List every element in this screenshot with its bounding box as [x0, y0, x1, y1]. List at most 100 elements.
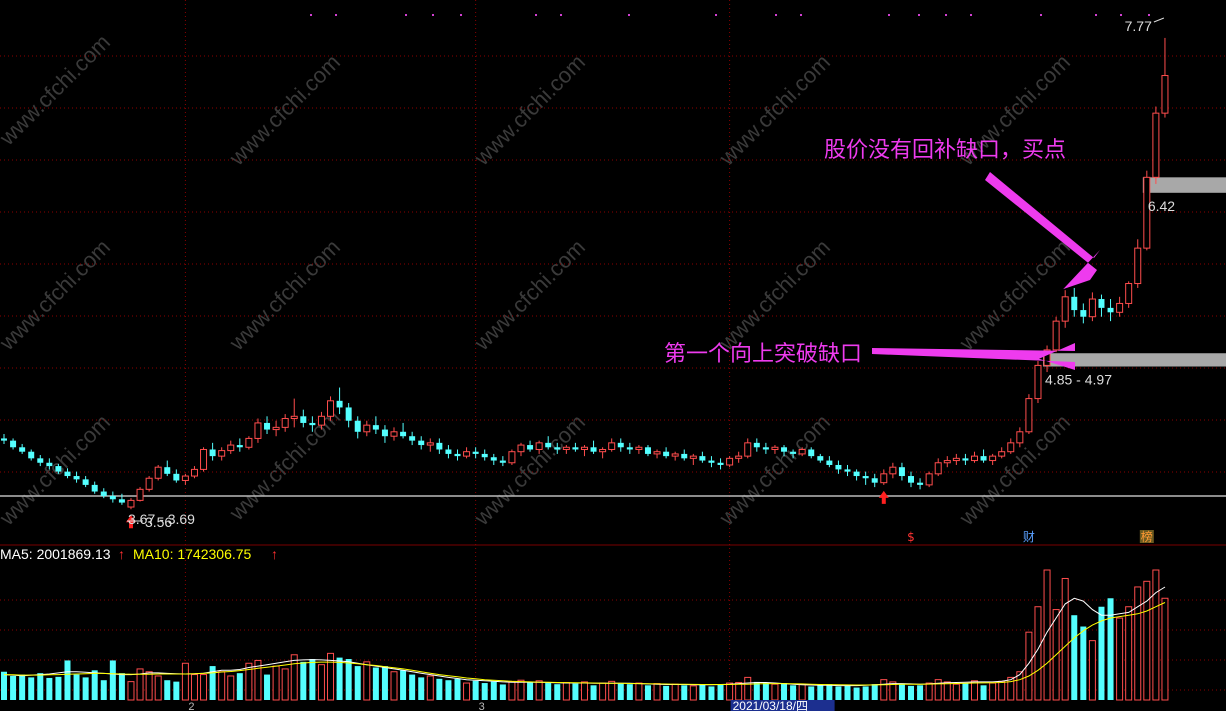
volume-bar: [908, 685, 914, 700]
volume-bar: [925, 682, 933, 701]
top-dot: [1120, 14, 1122, 16]
top-dot: [535, 14, 537, 16]
candle-body: [1043, 349, 1051, 366]
volume-bar: [889, 681, 897, 701]
candle-body: [917, 482, 924, 485]
volume-bar: [826, 684, 833, 700]
candle-body: [227, 444, 235, 452]
candle-body: [1071, 296, 1078, 311]
volume-bar: [934, 679, 942, 701]
top-dot: [1040, 14, 1042, 16]
candle-body: [481, 453, 488, 458]
annotation-buy-point: 股价没有回补缺口，买点: [824, 138, 1066, 163]
volume-bar: [154, 675, 162, 701]
volume-bar: [608, 680, 616, 701]
volume-bar: [1143, 580, 1151, 701]
volume-bar: [835, 686, 842, 700]
volume-bar: [418, 677, 425, 700]
candle-body: [309, 422, 316, 426]
volume-bar: [517, 679, 525, 701]
volume-bar: [145, 671, 153, 701]
candle-body: [608, 442, 616, 450]
volume-bar: [535, 680, 543, 701]
volume-bar: [481, 683, 488, 700]
volume-bar: [173, 681, 180, 700]
ma5-up-icon: ↑: [118, 546, 125, 562]
volume-bar: [454, 678, 461, 700]
date-highlight-box: [730, 700, 835, 711]
volume-bar: [508, 681, 516, 701]
candle-body: [1116, 302, 1124, 313]
candle-body: [118, 499, 125, 503]
top-dot: [335, 14, 337, 16]
candle-body: [400, 431, 407, 437]
volume-bar: [943, 681, 951, 701]
candle-body: [554, 447, 561, 450]
volume-bar: [73, 674, 80, 700]
event-marker-label: 财: [1023, 530, 1035, 544]
candle-body: [626, 447, 633, 450]
candle-body: [327, 400, 335, 417]
candle-body: [572, 447, 579, 450]
candle-body: [73, 476, 80, 480]
gap-band: [1142, 177, 1226, 193]
volume-bar: [599, 682, 607, 701]
volume-bar: [1161, 597, 1169, 701]
candle-body: [970, 455, 978, 462]
volume-bar: [236, 673, 243, 700]
candle-body: [55, 466, 62, 472]
volume-bar: [527, 682, 534, 700]
volume-bar: [300, 661, 307, 700]
volume-bar: [626, 684, 633, 700]
volume-bar: [781, 683, 788, 700]
candle-body: [535, 442, 543, 450]
candle-body: [889, 466, 897, 475]
candle-body: [46, 462, 53, 467]
volume-ma10-line: [3, 602, 1166, 686]
volume-bar: [164, 680, 171, 700]
volume-bar: [671, 683, 679, 701]
volume-bar: [989, 682, 997, 701]
volume-bar: [1043, 569, 1051, 701]
candle-body: [898, 467, 905, 477]
volume-bar: [862, 686, 869, 700]
candle-body: [264, 422, 271, 430]
volume-bar: [136, 668, 144, 701]
candle-body: [671, 453, 679, 457]
volume-bar: [426, 675, 434, 701]
volume-bar: [1134, 586, 1142, 701]
candle-body: [136, 488, 144, 501]
candle-body: [798, 448, 806, 455]
candle-body: [817, 456, 824, 461]
candle-body: [1034, 364, 1042, 400]
candle-body: [908, 476, 914, 483]
volume-bar: [1025, 631, 1033, 701]
volume-bar: [190, 674, 198, 701]
volume-bar: [345, 659, 352, 700]
volume-bar: [771, 683, 779, 701]
volume-bar: [82, 677, 89, 700]
candle-body: [653, 451, 661, 455]
candle-body: [336, 400, 343, 408]
candle-body: [363, 424, 371, 433]
volume-bar: [390, 671, 398, 701]
volume-bar: [717, 684, 724, 700]
candle-body: [562, 446, 570, 450]
candle-body: [980, 456, 987, 461]
volume-bar: [817, 685, 824, 700]
annotation-arrow-icon: [872, 343, 1075, 370]
candle-body: [862, 476, 869, 479]
candle-body: [708, 460, 715, 463]
candle-body: [545, 442, 552, 448]
volume-bar: [37, 673, 44, 700]
low-price-label: 3.56: [145, 514, 172, 530]
volume-bar: [853, 687, 860, 700]
volume-bar: [744, 676, 752, 701]
candle-body: [681, 453, 688, 459]
ma10-up-icon: ↑: [271, 546, 278, 562]
volume-bar: [790, 685, 797, 700]
candle-body: [790, 451, 797, 454]
volume-bar: [264, 674, 271, 700]
candle-body: [599, 448, 607, 453]
